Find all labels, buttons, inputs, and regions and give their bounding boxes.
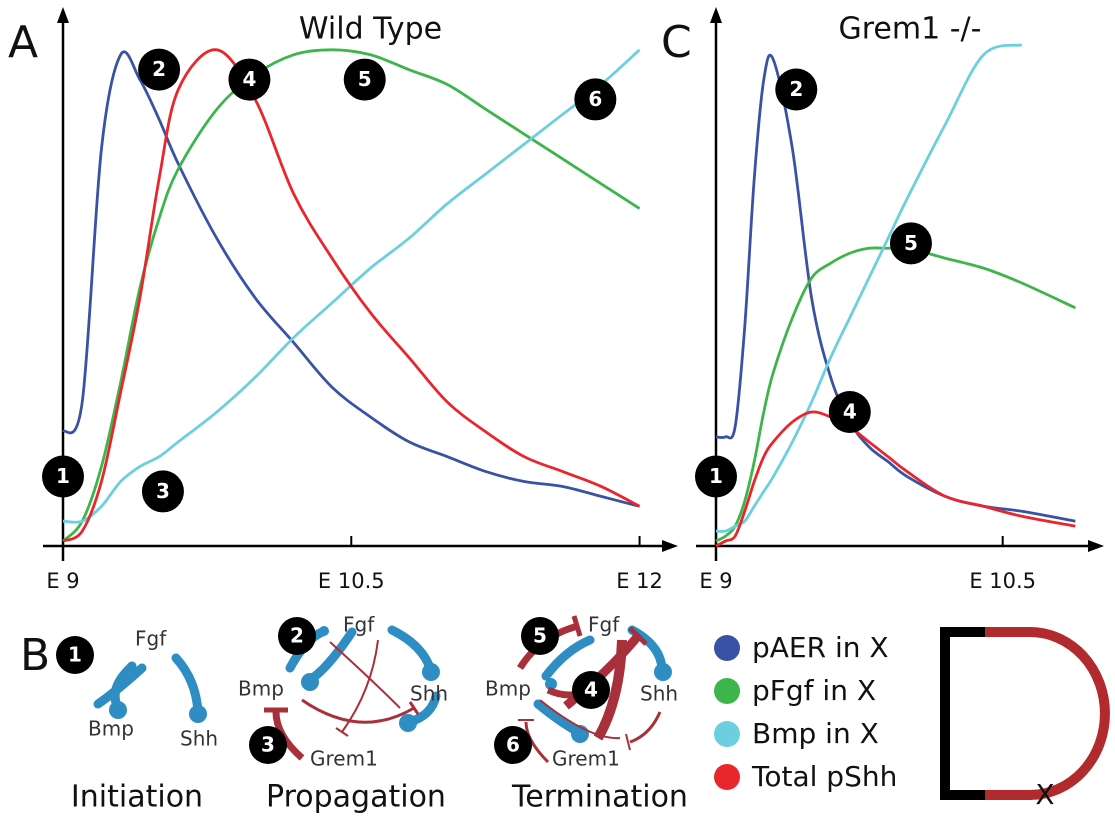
legend: pAER in X pFgf in X Bmp in X Total pShh — [714, 631, 897, 793]
panel-label: C — [661, 17, 692, 68]
node-label: Grem1 — [310, 747, 378, 771]
diagram-propagation: Fgf Bmp Shh Grem1 2 3 Propagation — [238, 613, 448, 815]
step-marker-dot — [228, 58, 271, 101]
node-label: Fgf — [135, 627, 167, 651]
series-line — [715, 410, 1076, 548]
x-axis-arrow — [1088, 540, 1104, 552]
step-marker-dot — [695, 455, 737, 498]
step-marker-dot — [889, 222, 932, 265]
step-marker: 5 — [533, 624, 547, 648]
legend-label: pAER in X — [752, 631, 889, 664]
step-marker: 3 — [261, 733, 275, 757]
step-marker-dot — [138, 48, 181, 91]
charts: A Wild Type E 9 E 10.5 E 12 1 2 3 4 5 6 C Grem1 -/- E… — [8, 7, 1104, 593]
node-label: Shh — [410, 682, 448, 706]
x-tick-label: E 10.5 — [318, 569, 385, 593]
step-marker-label: 2 — [789, 77, 803, 101]
series-line — [715, 246, 1076, 543]
series-line — [61, 50, 640, 508]
schematic-label: X — [1035, 778, 1054, 811]
step-marker-label: 6 — [588, 87, 602, 111]
step-marker-label: 3 — [156, 479, 170, 503]
node-label: Bmp — [88, 717, 134, 741]
y-axis-arrow — [57, 7, 69, 23]
node-label: Bmp — [238, 677, 284, 701]
step-marker-label: 5 — [904, 231, 918, 255]
diagram-termination: Fgf Bmp Shh Grem1 5 4 6 Termination — [485, 613, 688, 815]
panel-label: B — [20, 630, 50, 681]
legend-swatch — [714, 764, 740, 790]
node-label: Fgf — [588, 613, 620, 637]
series-line — [715, 43, 1023, 533]
step-marker-dot — [42, 455, 84, 498]
step-marker-label: 1 — [709, 464, 723, 488]
panel-title: Propagation — [266, 780, 446, 815]
series-line — [62, 48, 641, 543]
diagram-initiation: Fgf Bmp Shh 1 Initiation — [56, 627, 218, 815]
step-marker-label: 1 — [56, 464, 70, 488]
x-tick-label: E 9 — [699, 569, 732, 593]
node-label: Fgf — [343, 613, 375, 637]
step-marker-dot — [828, 391, 871, 434]
step-marker: 2 — [290, 624, 304, 648]
step-marker-label: 4 — [242, 67, 256, 91]
step-marker: 1 — [68, 643, 82, 667]
step-marker-label: 4 — [843, 400, 857, 424]
panel-label: A — [8, 17, 38, 68]
step-marker: 6 — [506, 733, 520, 757]
legend-label: Total pShh — [751, 760, 897, 793]
series-line — [715, 53, 1076, 523]
node-label: Grem1 — [552, 747, 620, 771]
step-marker-dot — [343, 58, 386, 101]
step-marker-dot — [141, 470, 184, 513]
x-tick-label: E 10.5 — [969, 569, 1036, 593]
legend-label: pFgf in X — [752, 674, 876, 707]
panel-title: Initiation — [71, 780, 203, 815]
limb-schematic: X — [940, 627, 1110, 811]
chart-title: Grem1 -/- — [839, 12, 982, 47]
x-tick-label: E 9 — [46, 569, 79, 593]
legend-swatch — [714, 635, 740, 661]
step-marker-label: 5 — [358, 67, 372, 91]
chart-title: Wild Type — [299, 12, 442, 47]
legend-swatch — [714, 721, 740, 747]
panel-title: Termination — [511, 780, 688, 815]
node-label: Bmp — [485, 677, 531, 701]
step-marker-dot — [574, 78, 617, 121]
y-axis-arrow — [710, 7, 722, 23]
step-marker-label: 2 — [152, 57, 166, 81]
step-marker: 4 — [584, 678, 598, 702]
node-label: Shh — [640, 682, 678, 706]
legend-swatch — [714, 678, 740, 704]
series-line — [62, 48, 641, 524]
node-label: Shh — [180, 727, 218, 751]
x-tick-label: E 12 — [616, 569, 663, 593]
x-axis-arrow — [662, 540, 678, 552]
series-line — [61, 48, 641, 543]
step-marker-dot — [775, 68, 818, 111]
legend-label: Bmp in X — [752, 717, 879, 750]
